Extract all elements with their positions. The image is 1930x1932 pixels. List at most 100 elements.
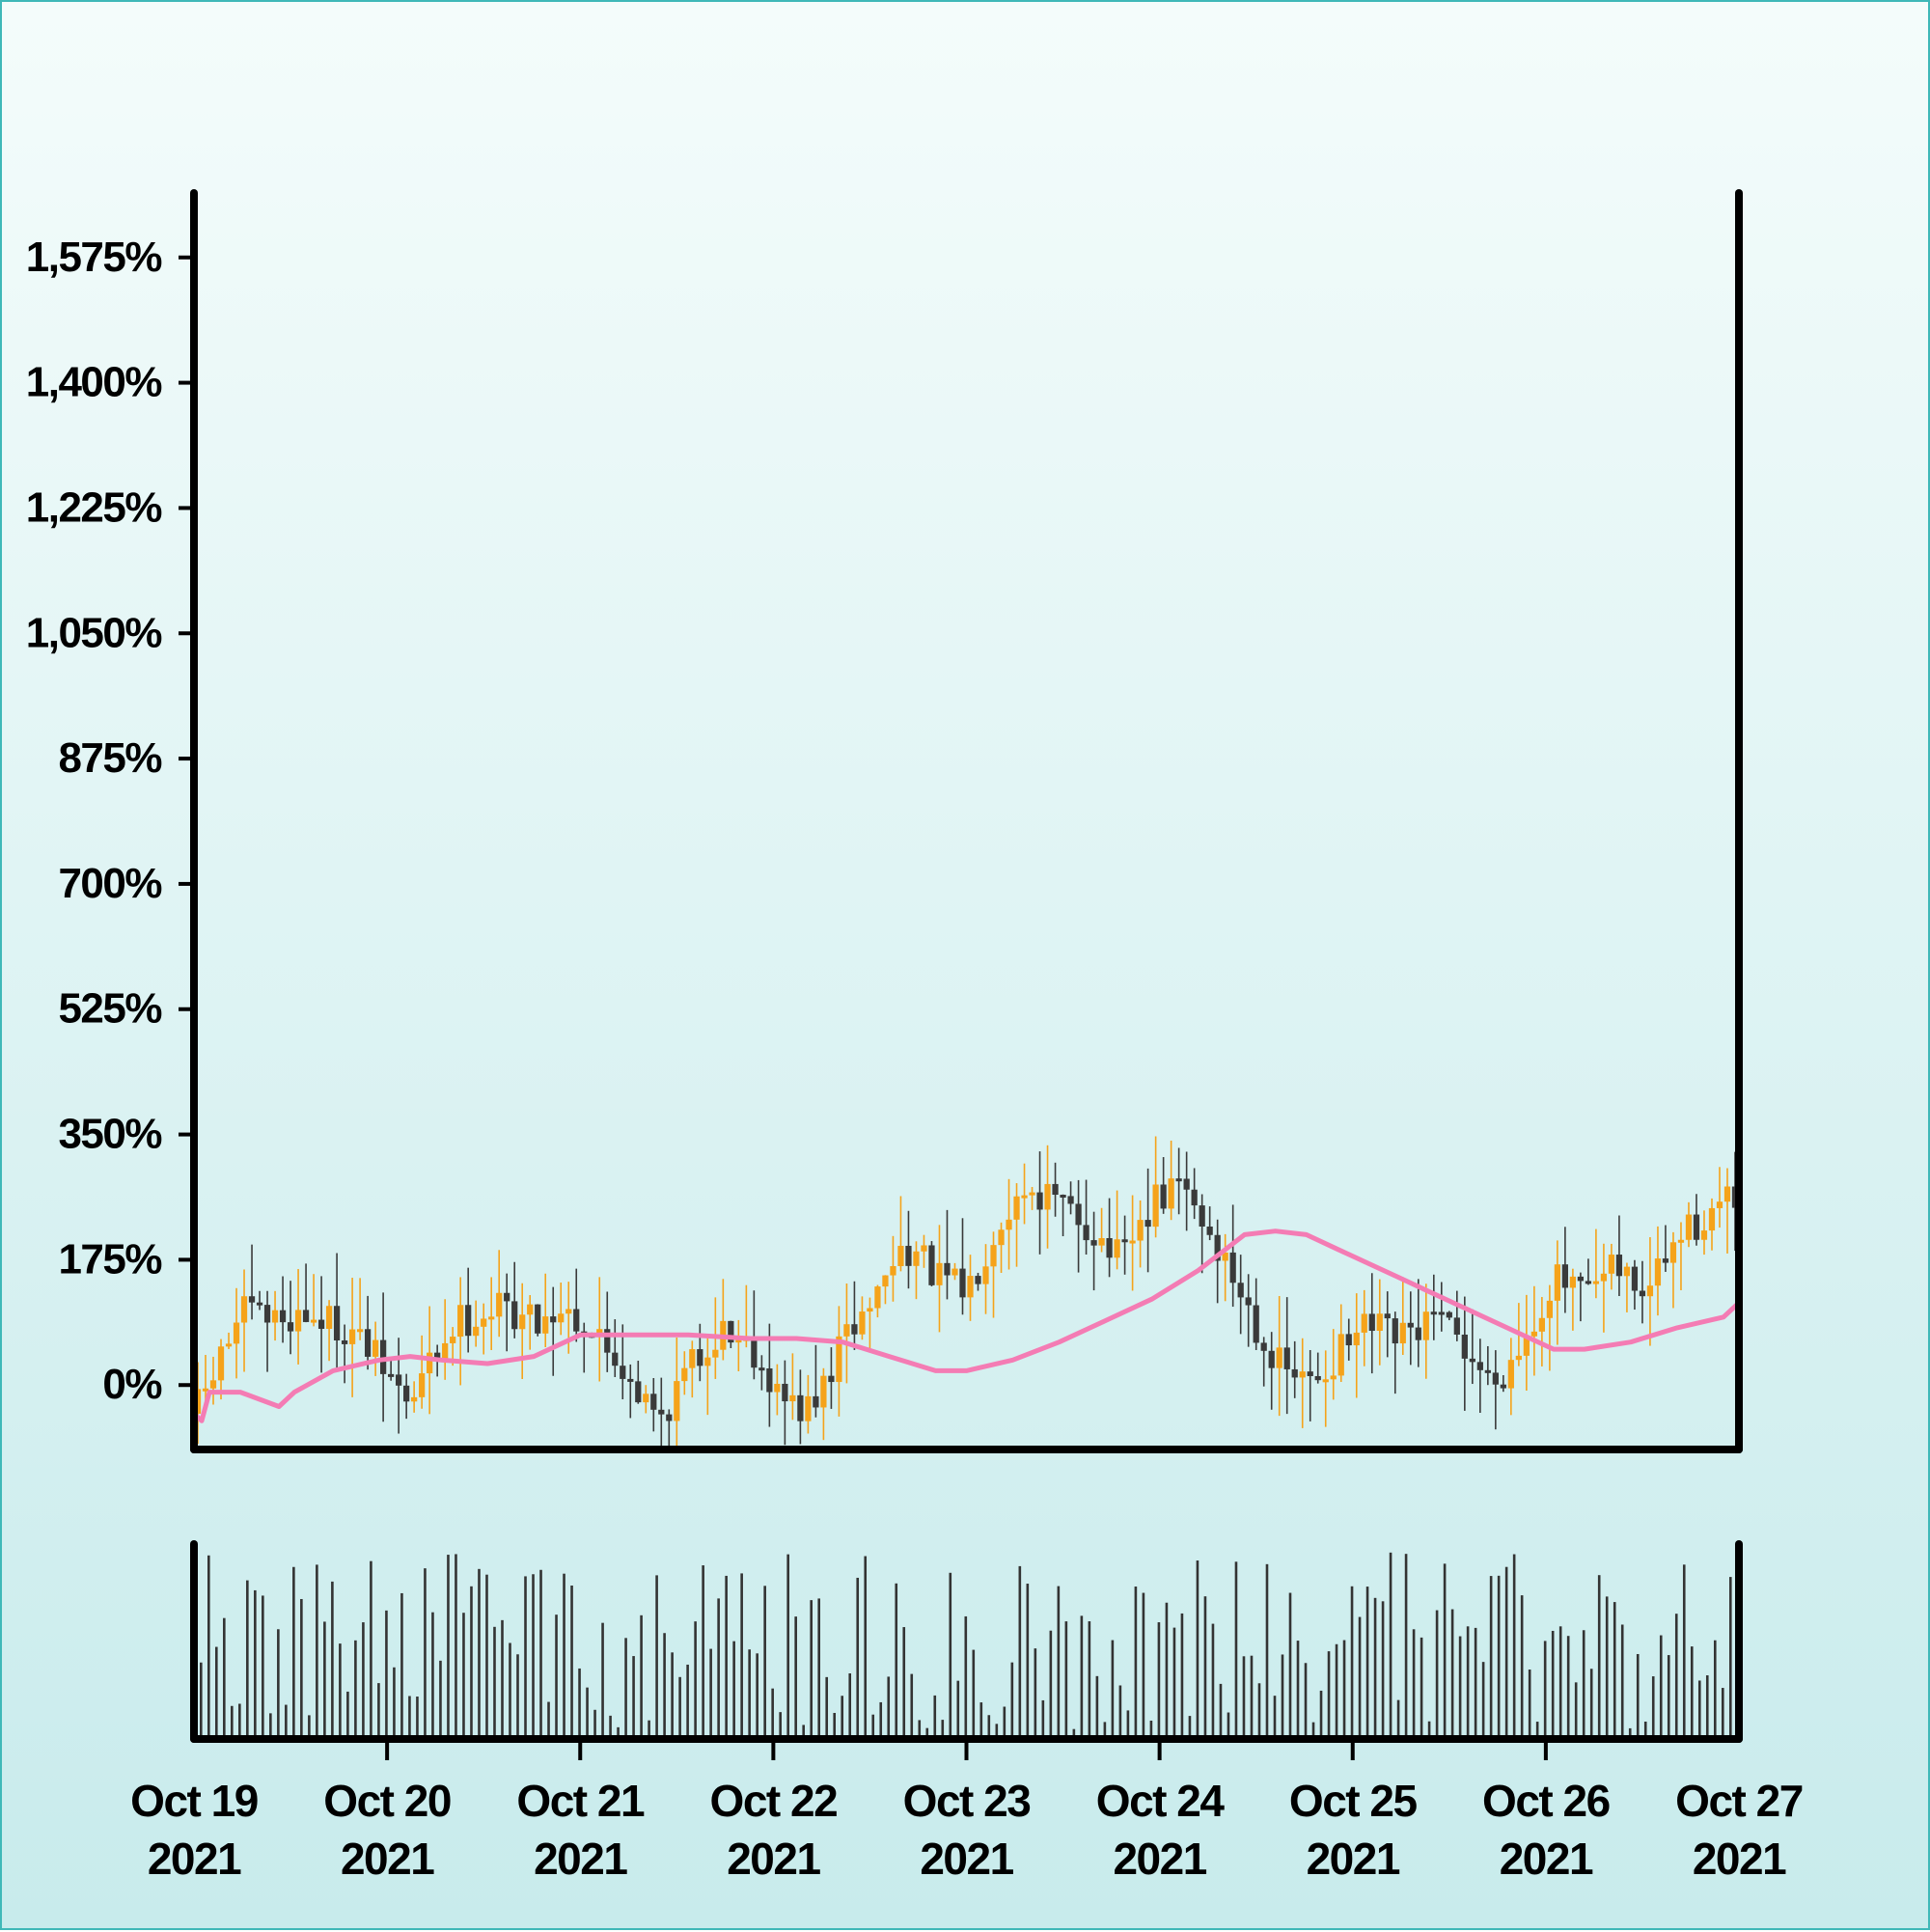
candle-body xyxy=(457,1305,464,1338)
volume-bar xyxy=(1535,1722,1539,1739)
volume-bar xyxy=(1041,1699,1045,1739)
candle-body xyxy=(1052,1183,1059,1196)
candle-body xyxy=(411,1396,418,1402)
volume-bar xyxy=(493,1626,496,1739)
candle-body xyxy=(1731,1186,1739,1208)
candle-body xyxy=(1322,1379,1329,1383)
volume-bar xyxy=(887,1676,891,1739)
candle-body xyxy=(905,1245,912,1266)
candle-body xyxy=(1237,1283,1244,1298)
candle-body xyxy=(921,1245,927,1252)
y-tick-label: 175% xyxy=(58,1235,161,1283)
volume-bar xyxy=(1157,1622,1161,1739)
x-tick-label-year: 2021 xyxy=(1113,1834,1206,1884)
candle-body xyxy=(325,1306,333,1329)
candle-body xyxy=(975,1276,981,1284)
volume-bar xyxy=(1404,1554,1408,1739)
volume-bar xyxy=(1319,1690,1323,1739)
candle-body xyxy=(1646,1285,1654,1297)
candle-body xyxy=(1114,1239,1120,1258)
volume-bar xyxy=(1620,1624,1624,1739)
volume-bar xyxy=(732,1641,735,1739)
candle-body xyxy=(535,1304,541,1334)
x-tick-label-year: 2021 xyxy=(1500,1834,1593,1884)
volume-bar xyxy=(1589,1669,1593,1739)
candle-body xyxy=(704,1357,711,1366)
candle-body xyxy=(1693,1214,1700,1240)
candle-body xyxy=(681,1367,688,1382)
volume-bar xyxy=(640,1615,643,1739)
volume-bar xyxy=(524,1576,527,1739)
candle-body xyxy=(1083,1225,1089,1241)
volume-bar xyxy=(1674,1614,1678,1739)
candle-body xyxy=(1353,1332,1360,1346)
volume-bar xyxy=(431,1612,434,1739)
candle-body xyxy=(1044,1183,1051,1210)
moving-average-line xyxy=(191,1228,1742,1423)
volume-bar xyxy=(1412,1629,1416,1739)
candle-body xyxy=(1476,1362,1483,1370)
candle-body xyxy=(1160,1184,1167,1209)
volume-bar xyxy=(1543,1641,1547,1739)
volume-bar xyxy=(817,1598,820,1739)
volume-bar xyxy=(694,1621,697,1739)
x-tick-label-year: 2021 xyxy=(727,1834,820,1884)
volume-bar xyxy=(277,1629,280,1739)
volume-bar xyxy=(1281,1654,1284,1739)
volume-bar xyxy=(570,1585,573,1739)
candle-body xyxy=(1523,1336,1530,1356)
volume-bar xyxy=(1057,1586,1061,1739)
volume-bar xyxy=(763,1586,766,1739)
volume-bar xyxy=(1126,1710,1130,1739)
candle-body xyxy=(1206,1227,1213,1235)
candle-body xyxy=(1392,1318,1398,1344)
candle-body xyxy=(240,1296,248,1323)
x-axis-ticks: Oct 19 2021 Oct 20 2021 Oct 21 2021 Oct 22 2021… xyxy=(130,1739,1804,1884)
volume-bar xyxy=(678,1676,681,1739)
volume-bar xyxy=(1049,1630,1053,1739)
volume-bar xyxy=(424,1568,427,1739)
candle-body xyxy=(442,1342,449,1360)
volume-bar xyxy=(601,1622,604,1739)
candle-body xyxy=(1245,1297,1252,1306)
candle-body xyxy=(1283,1347,1290,1369)
volume-bar xyxy=(1064,1621,1068,1739)
volume-bar xyxy=(1396,1699,1400,1739)
candle-body xyxy=(1577,1276,1585,1282)
candle-body xyxy=(310,1319,317,1323)
candle-body xyxy=(488,1316,495,1320)
candle-body xyxy=(427,1352,433,1374)
volume-bar xyxy=(624,1638,627,1739)
volume-bar xyxy=(1574,1682,1578,1739)
volume-bar xyxy=(1636,1654,1640,1739)
candle-body xyxy=(465,1305,472,1337)
candle-body xyxy=(674,1381,680,1421)
candle-body xyxy=(511,1301,518,1330)
candle-body xyxy=(1708,1207,1716,1231)
volume-bar xyxy=(354,1640,357,1739)
volume-bar xyxy=(1265,1563,1269,1739)
volume-bar xyxy=(995,1724,999,1739)
volume-bar xyxy=(1659,1635,1663,1739)
price-axes xyxy=(190,189,1743,1453)
volume-bar xyxy=(1427,1721,1431,1739)
candle-body xyxy=(1376,1313,1383,1332)
candle-body xyxy=(789,1394,796,1402)
price-candles xyxy=(194,1136,1739,1447)
volume-bar xyxy=(1420,1637,1423,1739)
volume-bar xyxy=(292,1566,295,1739)
candle-body xyxy=(689,1349,696,1368)
volume-bar xyxy=(455,1554,457,1739)
candle-body xyxy=(1723,1186,1731,1202)
candle-body xyxy=(797,1394,804,1421)
candle-body xyxy=(751,1338,758,1368)
candle-body xyxy=(666,1414,673,1421)
y-tick-label: 0% xyxy=(102,1361,161,1408)
volume-bar xyxy=(709,1648,712,1739)
volume-bar xyxy=(1219,1683,1223,1739)
volume-bar xyxy=(1728,1577,1732,1739)
volume-bar xyxy=(1103,1722,1107,1739)
x-tick-label-date: Oct 20 xyxy=(323,1776,451,1826)
volume-bar xyxy=(1450,1609,1454,1739)
volume-bar xyxy=(439,1660,442,1739)
